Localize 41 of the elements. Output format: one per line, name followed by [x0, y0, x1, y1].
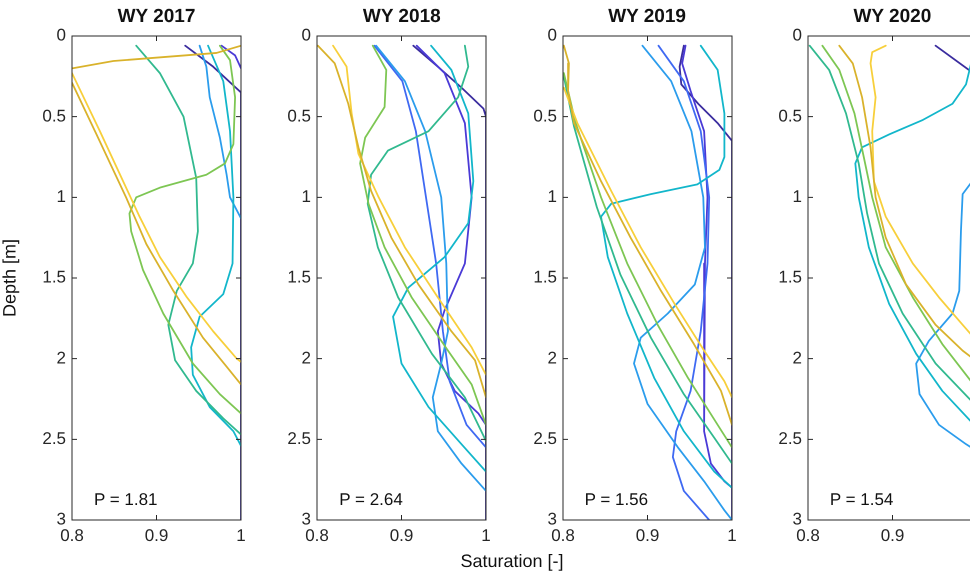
chart-title: WY 2019	[608, 6, 686, 27]
x-tick-label: 0.9	[390, 526, 414, 545]
y-tick-label: 1.5	[42, 268, 66, 287]
y-tick-label: 2.5	[532, 429, 557, 448]
y-tick-label: 2	[792, 348, 802, 368]
annotation: P = 2.64	[339, 490, 403, 510]
y-tick-label: 1	[547, 187, 557, 206]
chart-title: WY 2018	[362, 6, 441, 27]
y-tick-label: 0.5	[778, 106, 802, 126]
y-axis-title: Depth [m]	[0, 238, 20, 318]
x-tick-label: 1	[236, 526, 246, 545]
x-tick-label: 1	[726, 526, 736, 545]
y-tick-label: 1	[56, 187, 66, 206]
y-tick-label: 2.5	[778, 429, 802, 448]
y-tick-label: 0.5	[532, 106, 557, 126]
y-tick-label: 0	[302, 26, 312, 45]
y-tick-label: 0	[792, 26, 802, 45]
x-tick-label: 1	[482, 526, 492, 545]
y-tick-label: 1	[792, 187, 802, 206]
x-tick-label: 0.9	[880, 526, 904, 545]
y-tick-label: 1.5	[288, 268, 312, 287]
y-tick-label: 2.5	[42, 429, 66, 448]
annotation: P = 1.54	[830, 490, 894, 510]
x-tick-label: 0.9	[144, 526, 168, 545]
y-tick-label: 0	[547, 26, 557, 45]
annotation: P = 1.81	[94, 490, 158, 510]
chart-title: WY 2020	[853, 6, 932, 27]
annotation: P = 1.56	[584, 490, 648, 510]
chart-title: WY 2017	[118, 6, 196, 27]
y-tick-label: 1.5	[778, 268, 802, 287]
y-tick-label: 0	[56, 26, 66, 45]
y-tick-label: 0.5	[288, 106, 312, 126]
x-tick-label: 0.9	[635, 526, 659, 545]
y-tick-label: 0.5	[42, 106, 66, 126]
y-tick-label: 2.5	[288, 429, 312, 448]
y-tick-label: 2	[56, 348, 66, 368]
y-tick-label: 2	[302, 348, 312, 368]
y-tick-label: 1	[302, 187, 312, 206]
x-axis-title: Saturation [-]	[459, 551, 565, 572]
y-tick-label: 1.5	[532, 268, 557, 287]
y-tick-label: 2	[547, 348, 557, 368]
